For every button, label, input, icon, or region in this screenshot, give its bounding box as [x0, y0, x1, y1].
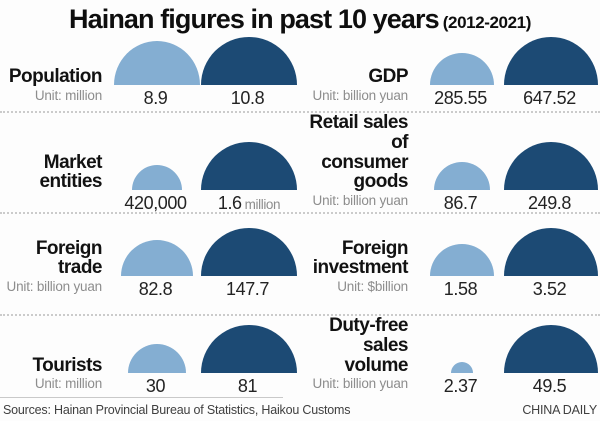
panel-row: Foreign trade Unit: billion yuan 82.8 14…	[0, 212, 600, 314]
panel-unit: Unit: million	[34, 376, 102, 392]
semicircle-2021	[504, 37, 598, 85]
figure-panel: Retail sales of consumer goods Unit: bil…	[300, 113, 600, 227]
value-2012: 2.37	[443, 376, 478, 397]
semicircle-2021	[201, 142, 297, 190]
panel-label: GDP	[368, 66, 408, 88]
value-2021: 1.6 million	[217, 193, 281, 213]
panel-unit: Unit: billion yuan	[312, 88, 409, 103]
figure-panel: Foreign investment Unit: $billion 1.58 3…	[300, 214, 600, 314]
value-2021: 3.52	[532, 279, 567, 299]
value-2012: 285.55	[434, 88, 487, 108]
figure-panel: Market entities 420,000 1.6 million	[0, 113, 300, 227]
title-period: (2012-2021)	[442, 13, 532, 32]
value-2012: 82.8	[138, 279, 173, 299]
panel-label: Foreign investment	[312, 237, 409, 279]
panel-label: Market entities	[39, 151, 102, 193]
panel-unit	[0, 190, 114, 215]
panel-row: Tourists Unit: million 30 81 Duty-free s…	[0, 314, 600, 397]
figure-panel: GDP Unit: billion yuan 285.55 647.52	[300, 35, 600, 111]
panel-label: Foreign trade	[35, 237, 103, 279]
value-2021: 249.8	[527, 193, 572, 213]
semicircle-2012	[121, 240, 193, 276]
semicircle-2021	[504, 142, 598, 190]
panels-grid: Population Unit: million 8.9 10.8 GDP Un…	[0, 35, 600, 397]
semicircle-2021	[504, 228, 598, 276]
title-text: Hainan figures in past 10 years	[69, 4, 440, 34]
panel-unit: Unit: billion yuan	[312, 193, 409, 208]
panel-unit: Unit: billion yuan	[6, 279, 103, 294]
header: Hainan figures in past 10 years (2012-202…	[0, 0, 600, 35]
figure-panel: Population Unit: million 8.9 10.8	[0, 35, 300, 111]
panel-unit: Unit: $billion	[337, 279, 408, 294]
figure-panel: Tourists Unit: million 30 81	[0, 316, 300, 400]
footer-divider	[0, 397, 283, 398]
value-2021: 147.7	[225, 279, 270, 299]
panel-unit: Unit: million	[34, 88, 102, 103]
figure-panel: Foreign trade Unit: billion yuan 82.8 14…	[0, 214, 300, 314]
semicircle-2012	[434, 162, 490, 190]
sources-text: Sources: Hainan Provincial Bureau of Sta…	[3, 402, 351, 417]
semicircle-2012	[430, 244, 494, 276]
value-2021: 49.5	[532, 376, 567, 397]
footer: Sources: Hainan Provincial Bureau of Sta…	[0, 397, 600, 421]
semicircle-2012	[114, 41, 200, 85]
credit-text: CHINA DAILY	[522, 402, 597, 417]
panel-label: Tourists	[32, 354, 102, 376]
semicircle-2012	[128, 344, 186, 374]
semicircle-2021	[201, 37, 297, 85]
value-2021: 647.52	[523, 88, 576, 108]
figure-panel: Duty-free sales volume Unit: billion yua…	[300, 316, 600, 400]
page-title: Hainan figures in past 10 years (2012-202…	[69, 6, 531, 33]
value-2012: 8.9	[143, 88, 168, 108]
panel-unit: Unit: billion yuan	[312, 376, 409, 392]
panel-row: Market entities 420,000 1.6 million Retai…	[0, 111, 600, 213]
value-2012: 86.7	[443, 193, 478, 213]
panel-label: Retail sales of consumer goods	[309, 112, 408, 193]
panel-label: Duty-free sales volume	[329, 315, 408, 376]
value-2021: 10.8	[230, 88, 265, 108]
value-2012: 30	[145, 376, 166, 397]
panel-row: Population Unit: million 8.9 10.8 GDP Un…	[0, 35, 600, 111]
value-2012: 1.58	[443, 279, 478, 299]
semicircle-2021	[504, 325, 598, 374]
semicircle-2012	[132, 165, 182, 190]
semicircle-2021	[201, 228, 297, 276]
semicircle-2012	[451, 362, 473, 374]
value-2021: 81	[237, 376, 258, 397]
value-2012: 420,000	[124, 193, 187, 213]
semicircle-2021	[201, 325, 297, 374]
semicircle-2012	[430, 53, 494, 85]
panel-label: Population	[8, 66, 103, 88]
